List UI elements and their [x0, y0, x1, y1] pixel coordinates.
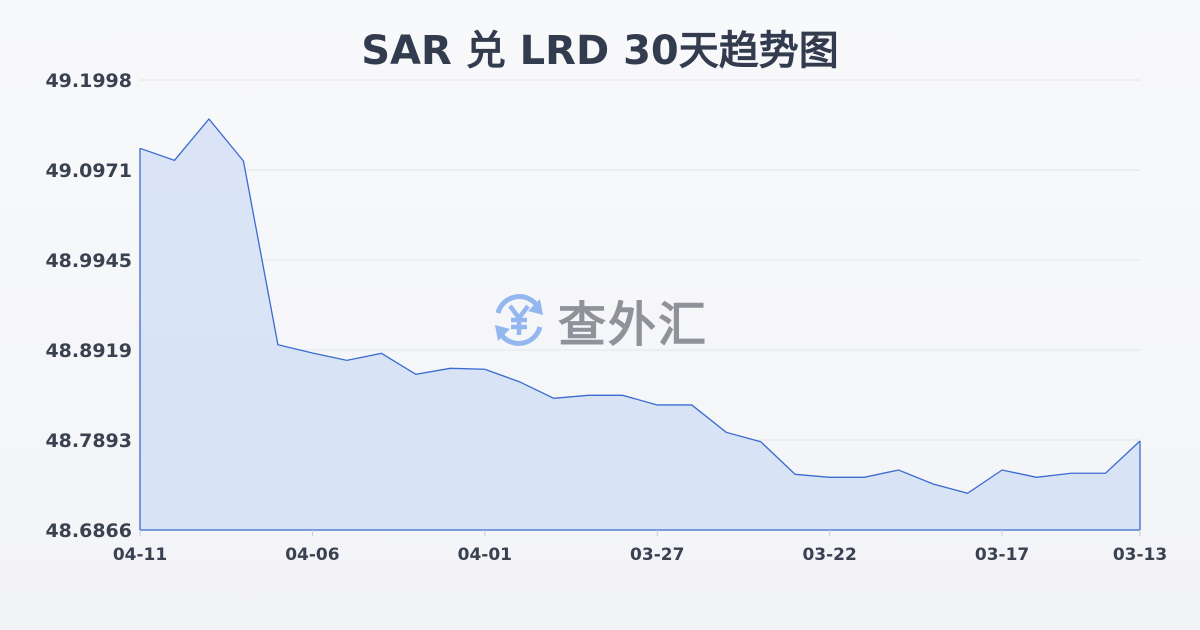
- y-tick-label: 48.8919: [45, 340, 132, 362]
- area-fill: [140, 119, 1140, 531]
- x-tick-label: 04-11: [113, 545, 167, 565]
- x-tick-label: 03-22: [802, 545, 856, 565]
- yen-exchange-icon: [495, 294, 543, 346]
- x-tick-label: 04-06: [285, 545, 339, 565]
- x-tick-label: 03-17: [975, 545, 1029, 565]
- x-tick-label: 03-13: [1113, 545, 1167, 565]
- x-tick-label: 04-01: [458, 545, 512, 565]
- watermark: 查外汇: [488, 285, 708, 355]
- y-tick-label: 48.6866: [45, 520, 132, 542]
- x-tick-label: 03-27: [630, 545, 684, 565]
- y-tick-label: 49.0971: [45, 160, 132, 182]
- y-tick-label: 49.1998: [45, 70, 132, 92]
- watermark-text: 查外汇: [558, 297, 709, 353]
- y-tick-label: 48.7893: [45, 430, 132, 452]
- y-tick-label: 48.9945: [45, 250, 132, 272]
- series-line: [139, 118, 1141, 494]
- chart-title: SAR 兑 LRD 30天趋势图: [361, 28, 839, 74]
